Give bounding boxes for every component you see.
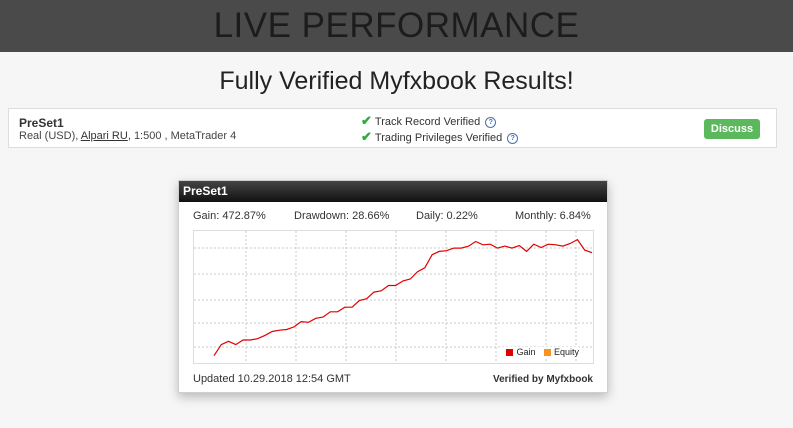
account-name[interactable]: PreSet1 bbox=[19, 116, 64, 130]
help-icon[interactable]: ? bbox=[507, 132, 519, 144]
gain-legend-swatch bbox=[506, 349, 514, 356]
track-record-verified: ✔ Track Record Verified? bbox=[361, 113, 497, 129]
page-subtitle: Fully Verified Myfxbook Results! bbox=[219, 67, 574, 95]
account-details: Real (USD), Alpari RU, 1:500 , MetaTrade… bbox=[19, 130, 236, 142]
updated-timestamp: Updated 10.29.2018 12:54 GMT bbox=[193, 373, 351, 385]
discuss-button[interactable]: Discuss bbox=[704, 119, 760, 139]
trading-privileges-verified: ✔ Trading Privileges Verified? bbox=[361, 129, 519, 145]
chart-canvas bbox=[194, 231, 593, 363]
account-type: Real (USD), bbox=[19, 130, 79, 142]
help-icon[interactable]: ? bbox=[485, 116, 497, 128]
account-leverage-platform: , 1:500 , MetaTrader 4 bbox=[127, 130, 237, 142]
verified-by-label[interactable]: Verified by Myfxbook bbox=[492, 374, 593, 385]
widget-title: PreSet1 bbox=[179, 181, 607, 202]
gain-chart: Gain Equity bbox=[193, 230, 594, 364]
check-icon: ✔ bbox=[361, 129, 372, 144]
page-title: LIVE PERFORMANCE bbox=[213, 6, 580, 45]
verification-label: Trading Privileges Verified bbox=[374, 132, 503, 144]
check-icon: ✔ bbox=[361, 113, 372, 128]
account-summary: PreSet1 Real (USD), Alpari RU, 1:500 , M… bbox=[8, 108, 777, 148]
equity-legend-label: Equity bbox=[553, 347, 579, 357]
daily-stat: Daily: 0.22% bbox=[416, 210, 478, 222]
gain-legend-label: Gain bbox=[516, 347, 536, 357]
header-bar: LIVE PERFORMANCE bbox=[0, 0, 793, 52]
gain-stat: Gain: 472.87% bbox=[193, 210, 266, 222]
broker-link[interactable]: Alpari RU bbox=[80, 130, 128, 142]
verification-label: Track Record Verified bbox=[374, 116, 481, 128]
monthly-stat: Monthly: 6.84% bbox=[515, 210, 591, 222]
equity-legend-swatch bbox=[543, 349, 551, 356]
gain-series-line bbox=[213, 238, 593, 357]
myfxbook-widget: PreSet1 Gain: 472.87% Drawdown: 28.66% D… bbox=[178, 180, 608, 393]
drawdown-stat: Drawdown: 28.66% bbox=[294, 210, 390, 222]
chart-legend: Gain Equity bbox=[500, 347, 579, 357]
